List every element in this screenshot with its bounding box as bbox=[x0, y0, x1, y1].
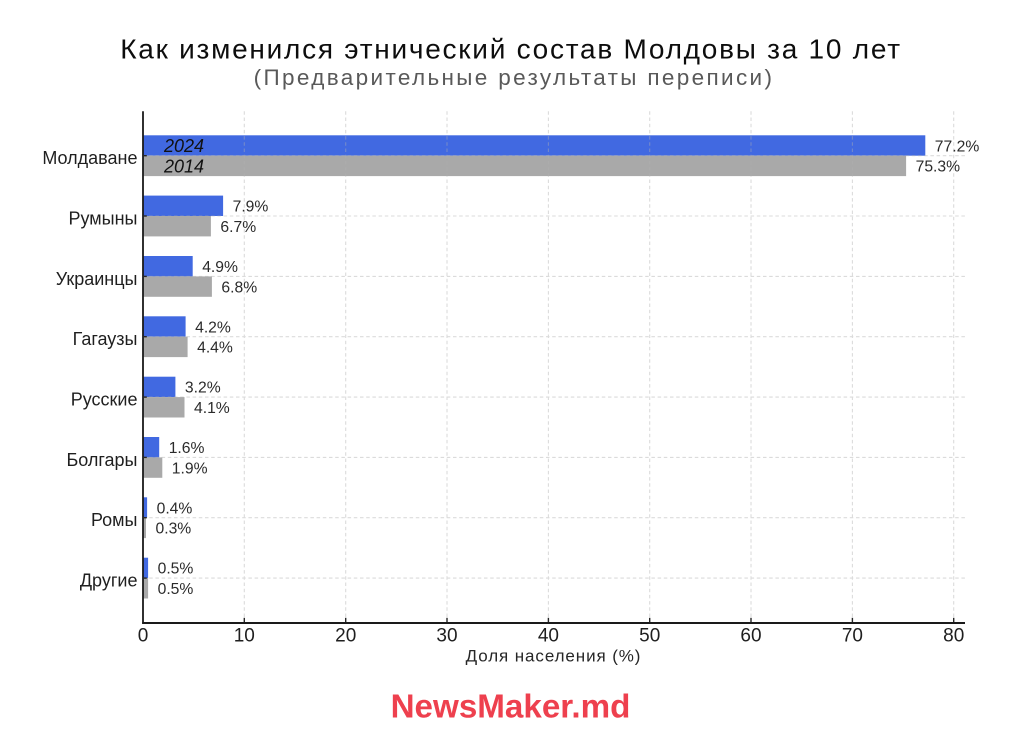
svg-text:4.9%: 4.9% bbox=[202, 259, 238, 276]
svg-text:Ромы: Ромы bbox=[91, 510, 138, 530]
svg-text:(Предварительные результаты пе: (Предварительные результаты переписи) bbox=[254, 65, 775, 90]
svg-text:NewsMaker.md: NewsMaker.md bbox=[391, 689, 631, 726]
svg-text:70: 70 bbox=[842, 625, 863, 646]
svg-text:3.2%: 3.2% bbox=[185, 380, 221, 397]
svg-text:Болгары: Болгары bbox=[66, 450, 137, 470]
svg-text:0.5%: 0.5% bbox=[158, 581, 194, 598]
svg-text:Украинцы: Украинцы bbox=[56, 269, 138, 289]
svg-text:6.7%: 6.7% bbox=[220, 219, 256, 236]
svg-text:0.5%: 0.5% bbox=[158, 561, 194, 578]
svg-text:30: 30 bbox=[436, 625, 457, 646]
svg-text:50: 50 bbox=[639, 625, 660, 646]
svg-text:Русские: Русские bbox=[71, 390, 138, 410]
svg-text:2024: 2024 bbox=[163, 136, 204, 156]
svg-text:4.2%: 4.2% bbox=[195, 319, 231, 336]
svg-text:20: 20 bbox=[335, 625, 356, 646]
svg-text:0: 0 bbox=[138, 625, 149, 646]
svg-text:40: 40 bbox=[538, 625, 559, 646]
svg-text:4.4%: 4.4% bbox=[197, 340, 233, 357]
svg-text:10: 10 bbox=[234, 625, 255, 646]
svg-text:4.1%: 4.1% bbox=[194, 400, 230, 417]
svg-text:2014: 2014 bbox=[163, 156, 204, 176]
svg-text:Другие: Другие bbox=[80, 571, 138, 591]
svg-text:77.2%: 77.2% bbox=[935, 138, 980, 155]
svg-text:0.3%: 0.3% bbox=[156, 521, 192, 538]
svg-text:Румыны: Румыны bbox=[69, 208, 138, 228]
svg-text:Как изменился этнический соста: Как изменился этнический состав Молдовы … bbox=[120, 34, 902, 65]
svg-text:Гагаузы: Гагаузы bbox=[73, 329, 138, 349]
svg-text:60: 60 bbox=[740, 625, 761, 646]
svg-text:1.6%: 1.6% bbox=[169, 440, 205, 457]
svg-text:0.4%: 0.4% bbox=[157, 500, 193, 517]
svg-text:75.3%: 75.3% bbox=[916, 159, 961, 176]
svg-text:1.9%: 1.9% bbox=[172, 460, 208, 477]
svg-text:Доля населения (%): Доля населения (%) bbox=[466, 647, 642, 666]
svg-text:7.9%: 7.9% bbox=[233, 199, 269, 216]
svg-text:6.8%: 6.8% bbox=[221, 279, 257, 296]
svg-text:80: 80 bbox=[943, 625, 964, 646]
svg-text:Молдаване: Молдаване bbox=[42, 148, 137, 168]
